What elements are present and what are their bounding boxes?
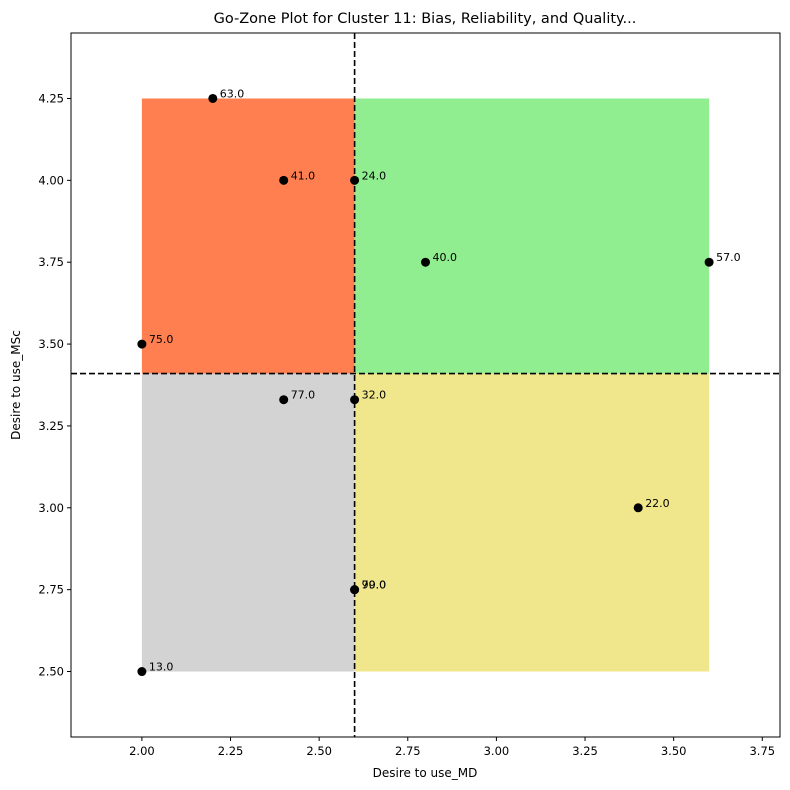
data-point-11 bbox=[137, 667, 147, 677]
data-point-0 bbox=[208, 93, 218, 103]
data-point-5 bbox=[137, 339, 147, 349]
data-point-3 bbox=[421, 257, 430, 267]
plot-frame bbox=[70, 32, 781, 738]
point-label-8: 22.0 bbox=[645, 497, 670, 510]
y-tick-label-3: 3.25 bbox=[38, 419, 64, 433]
quadrant-top-right bbox=[354, 98, 710, 374]
y-tick-label-4: 3.50 bbox=[38, 337, 64, 351]
data-point-8 bbox=[633, 503, 643, 513]
plot-area: 63.0 41.0 24.0 40.0 57.0 75.0 77.0 32.0 22.0 70.0… bbox=[71, 33, 780, 737]
quadrant-top-left bbox=[141, 98, 355, 374]
chart-title: Go-Zone Plot for Cluster 11: Bias, Relia… bbox=[214, 11, 637, 27]
point-label-0: 63.0 bbox=[220, 87, 245, 100]
x-tick-label-6: 3.50 bbox=[661, 744, 687, 758]
quadrant-bottom-right bbox=[354, 373, 710, 672]
point-label-7: 32.0 bbox=[362, 389, 387, 402]
axis-ticks: 2.00 2.25 2.50 2.75 3.00 3.25 3.50 3.75 2.50 2.75… bbox=[38, 91, 775, 758]
y-tick-label-0: 2.50 bbox=[38, 665, 64, 679]
x-tick-label-3: 2.75 bbox=[395, 744, 421, 758]
x-tick-label-4: 3.00 bbox=[484, 744, 510, 758]
data-point-1 bbox=[279, 175, 289, 185]
x-tick-label-0: 2.00 bbox=[129, 744, 155, 758]
quadrant-bottom-left bbox=[141, 373, 355, 672]
point-label-2: 24.0 bbox=[362, 169, 387, 182]
y-tick-label-6: 4.00 bbox=[38, 173, 64, 187]
data-point-7 bbox=[350, 395, 360, 405]
point-label-11: 13.0 bbox=[149, 661, 174, 674]
y-tick-label-7: 4.25 bbox=[38, 91, 64, 105]
point-label-1: 41.0 bbox=[291, 169, 316, 182]
point-label-10: 99.0 bbox=[362, 579, 387, 592]
data-point-6 bbox=[279, 395, 289, 405]
data-point-10 bbox=[350, 585, 360, 595]
x-axis-label: Desire to use_MD bbox=[373, 766, 478, 780]
point-label-3: 40.0 bbox=[433, 251, 458, 264]
point-label-4: 57.0 bbox=[716, 251, 741, 264]
data-point-4 bbox=[704, 257, 714, 267]
y-tick-label-5: 3.75 bbox=[38, 255, 64, 269]
y-tick-label-2: 3.00 bbox=[38, 501, 64, 515]
x-tick-label-7: 3.75 bbox=[749, 744, 775, 758]
data-point-2 bbox=[350, 175, 360, 185]
point-label-5: 75.0 bbox=[149, 333, 174, 346]
x-tick-label-5: 3.25 bbox=[572, 744, 598, 758]
y-tick-label-1: 2.75 bbox=[38, 583, 64, 597]
x-tick-label-2: 2.50 bbox=[306, 744, 332, 758]
x-tick-label-1: 2.25 bbox=[218, 744, 244, 758]
point-label-6: 77.0 bbox=[291, 389, 316, 402]
point-label-9: 70.0 bbox=[362, 579, 387, 592]
y-axis-label: Desire to use_MSc bbox=[9, 330, 23, 440]
